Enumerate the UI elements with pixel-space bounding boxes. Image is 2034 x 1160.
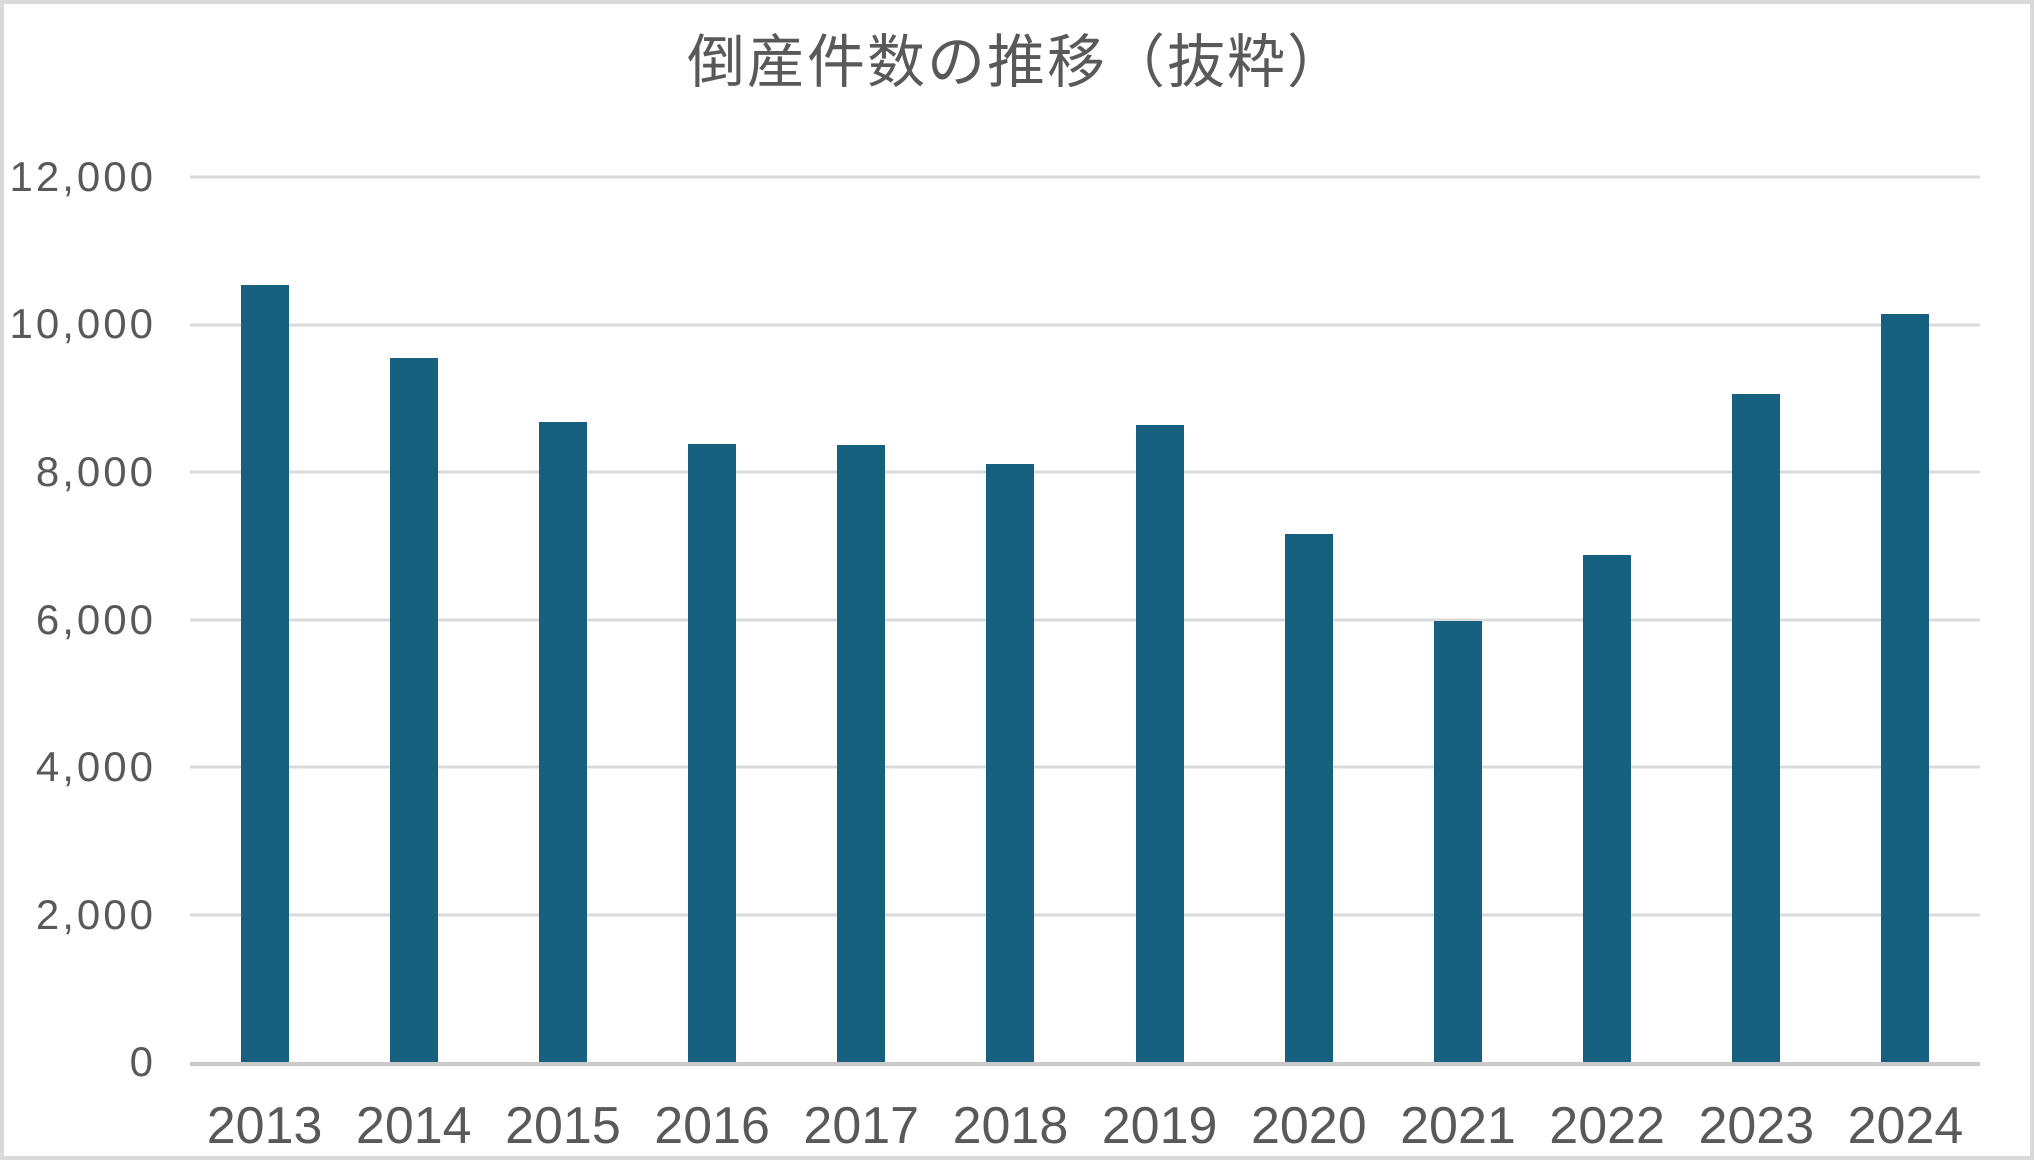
bar-slot-2024 (1831, 177, 1980, 1062)
bar-series (190, 177, 1980, 1062)
x-tick-label-2017: 2017 (803, 1097, 920, 1155)
bar-slot-2019 (1085, 177, 1234, 1062)
gridline (190, 765, 1980, 769)
y-tick-label: 4,000 (35, 742, 156, 790)
bar-2018 (986, 463, 1035, 1062)
gridline (190, 323, 1980, 326)
bar-slot-2023 (1682, 177, 1831, 1062)
y-tick-label: 10,000 (9, 300, 156, 348)
x-tick-label-2018: 2018 (952, 1097, 1069, 1155)
bar-2013 (240, 284, 289, 1062)
bar-slot-2018 (936, 177, 1085, 1062)
bar-slot-2016 (638, 177, 787, 1062)
x-tick-label-2021: 2021 (1400, 1097, 1516, 1155)
gridline (190, 470, 1980, 474)
x-tick-label-2019: 2019 (1101, 1097, 1218, 1155)
bar-slot-2014 (339, 177, 488, 1062)
bar-slot-2020 (1234, 177, 1383, 1062)
bar-2023 (1732, 394, 1781, 1062)
x-axis: 2013 2014 2015 2016 2017 2018 2019 2020 2021 2022… (190, 1096, 1980, 1156)
gridline (190, 618, 1980, 621)
x-tick-label-2024: 2024 (1847, 1097, 1964, 1155)
bar-slot-2022 (1533, 177, 1682, 1062)
bar-2020 (1284, 533, 1333, 1062)
y-tick-label: 6,000 (35, 595, 156, 643)
bar-slot-2021 (1383, 177, 1532, 1062)
bar-2015 (538, 421, 587, 1062)
x-tick-label-2020: 2020 (1250, 1097, 1367, 1155)
bar-2016 (688, 443, 737, 1062)
bar-2019 (1135, 425, 1184, 1062)
y-tick-label: 8,000 (35, 447, 156, 495)
x-tick-label-2015: 2015 (505, 1097, 621, 1155)
x-tick-label-2016: 2016 (654, 1097, 770, 1155)
bar-2022 (1583, 554, 1632, 1062)
y-axis: 0 2,000 4,000 6,000 8,000 10,000 12,000 (4, 153, 156, 1085)
x-tick-label-2013: 2013 (206, 1097, 323, 1155)
chart-title: 倒産件数の推移（抜粋） (686, 30, 1347, 95)
gridline (190, 175, 1980, 179)
bar-2014 (389, 358, 438, 1062)
y-tick-label: 2,000 (35, 890, 156, 938)
y-tick-label: 0 (129, 1038, 156, 1085)
x-tick-label-2022: 2022 (1549, 1097, 1665, 1155)
bar-2021 (1433, 620, 1482, 1062)
bar-2017 (837, 444, 886, 1062)
x-tick-label-2023: 2023 (1698, 1097, 1815, 1155)
x-tick-label-2014: 2014 (355, 1097, 472, 1155)
gridline (190, 913, 1980, 917)
bar-2024 (1881, 313, 1930, 1062)
y-tick-label: 12,000 (9, 153, 156, 200)
bar-slot-2015 (488, 177, 637, 1062)
bar-slot-2017 (787, 177, 936, 1062)
x-axis-line (190, 1062, 1980, 1066)
plot-area (190, 175, 1980, 1066)
bar-slot-2013 (190, 177, 339, 1062)
